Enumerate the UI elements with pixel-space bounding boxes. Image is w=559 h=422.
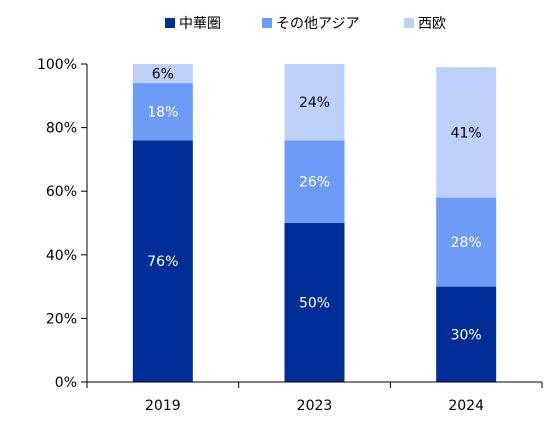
bar-segment-2019-2 <box>132 64 193 84</box>
x-tick-label: 2019 <box>145 398 181 414</box>
data-label: 24% <box>299 95 330 111</box>
bars-group <box>132 64 497 382</box>
axes-group: 2019 2023 2024 0% 20% 40% 60% 80% 100% <box>37 57 543 414</box>
legend-swatch <box>165 18 175 28</box>
bar-segment-2024-0 <box>436 286 497 382</box>
y-tick-label: 40% <box>46 248 77 264</box>
bar-segment-2019-0 <box>132 140 193 382</box>
legend-label: その他アジア <box>276 16 359 32</box>
legend-swatch <box>404 18 414 28</box>
data-labels-group: 76% 18% 6% 50% 26% 24% 30% 28% 41% <box>147 67 481 344</box>
y-tick-label: 0% <box>55 375 77 391</box>
bar-segment-2023-0 <box>284 223 345 382</box>
data-label: 26% <box>299 175 330 191</box>
x-tick-label: 2024 <box>448 398 484 414</box>
x-tick-label: 2023 <box>297 398 333 414</box>
bar-segment-2024-1 <box>436 197 497 287</box>
legend-label: 西欧 <box>418 16 446 32</box>
data-label: 76% <box>147 254 178 270</box>
data-label: 50% <box>299 296 330 312</box>
data-label: 6% <box>152 67 174 83</box>
bar-segment-2019-1 <box>132 83 193 141</box>
bar-segment-2023-1 <box>284 140 345 223</box>
data-label: 18% <box>147 105 178 121</box>
data-label: 28% <box>451 235 482 251</box>
bar-segment-2024-2 <box>436 67 497 198</box>
y-tick-label: 20% <box>46 311 77 327</box>
legend-label: 中華圏 <box>179 16 221 32</box>
y-tick-label: 100% <box>37 57 77 73</box>
y-tick-label: 60% <box>46 184 77 200</box>
legend-swatch <box>262 18 272 28</box>
bar-segment-2023-2 <box>284 64 345 141</box>
legend: 中華圏 その他アジア 西欧 <box>165 16 446 32</box>
data-label: 41% <box>451 125 482 141</box>
y-tick-label: 80% <box>46 121 77 137</box>
data-label: 30% <box>451 327 482 343</box>
